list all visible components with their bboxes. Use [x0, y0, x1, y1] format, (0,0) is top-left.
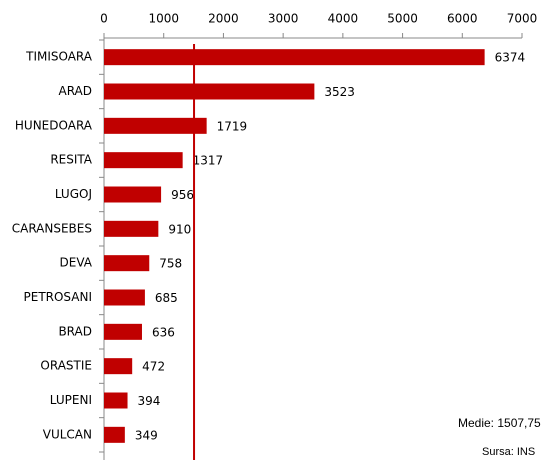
y-tick-label: DEVA — [60, 256, 93, 270]
x-tick-label: 1000 — [148, 12, 179, 26]
data-label: 1719 — [217, 119, 248, 133]
x-tick-label: 6000 — [447, 12, 478, 26]
bar — [104, 426, 125, 443]
data-label: 758 — [159, 257, 182, 271]
bar — [104, 83, 315, 100]
y-tick-label: CARANSEBES — [12, 221, 92, 235]
x-tick-label: 0 — [100, 12, 108, 26]
data-label: 3523 — [324, 85, 355, 99]
bar — [104, 186, 162, 203]
y-tick-label: VULCAN — [43, 427, 92, 441]
bar — [104, 358, 133, 375]
data-label: 472 — [142, 360, 165, 374]
data-label: 910 — [168, 222, 191, 236]
bar — [104, 289, 145, 306]
y-tick-label: PETROSANI — [24, 290, 93, 304]
data-label: 349 — [135, 428, 158, 442]
data-label: 1317 — [193, 154, 224, 168]
x-tick-label: 4000 — [328, 12, 359, 26]
y-tick-label: LUGOJ — [55, 187, 92, 201]
data-label: 636 — [152, 325, 175, 339]
x-tick-label: 7000 — [507, 12, 538, 26]
y-tick-label: HUNEDOARA — [15, 118, 93, 132]
y-tick-label: LUPENI — [50, 393, 92, 407]
data-label: 394 — [138, 394, 161, 408]
data-label: 685 — [155, 291, 178, 305]
y-tick-label: BRAD — [58, 324, 92, 338]
bar — [104, 117, 207, 134]
x-tick-label: 5000 — [387, 12, 418, 26]
x-tick-label: 2000 — [208, 12, 239, 26]
data-label: 6374 — [495, 51, 526, 65]
data-label: 956 — [171, 188, 194, 202]
bar — [104, 323, 142, 340]
bar — [104, 220, 159, 237]
y-tick-label: RESITA — [50, 153, 92, 167]
y-tick-label: ORASTIE — [40, 359, 92, 373]
bar — [104, 49, 485, 66]
x-tick-label: 3000 — [268, 12, 299, 26]
mean-label: Medie: 1507,75 — [458, 416, 541, 430]
bar — [104, 392, 128, 409]
bar — [104, 255, 150, 272]
y-tick-label: ARAD — [58, 84, 92, 98]
source-note: Sursa: INS — [482, 446, 535, 458]
y-tick-label: TIMISOARA — [25, 50, 93, 64]
bar — [104, 152, 183, 169]
